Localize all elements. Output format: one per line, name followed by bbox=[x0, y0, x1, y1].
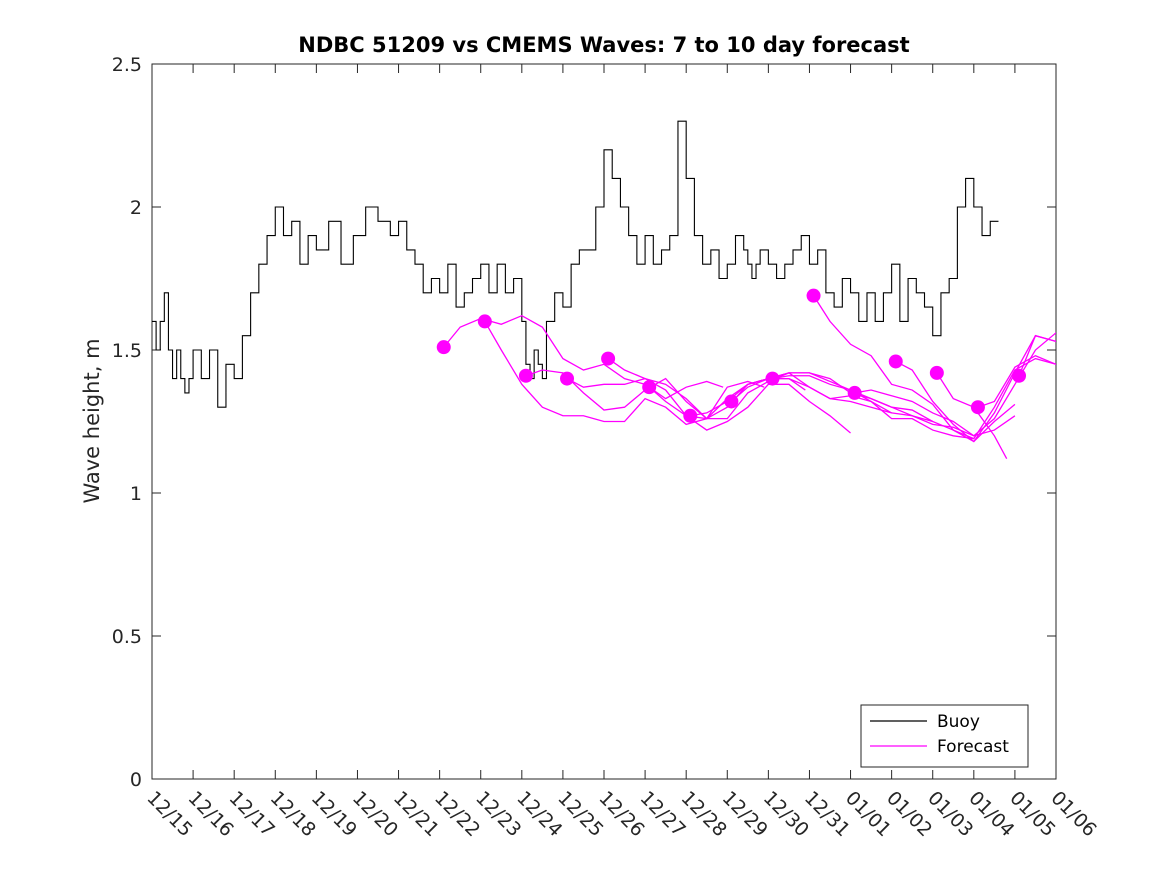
forecast-line bbox=[895, 360, 1016, 443]
forecast-marker bbox=[477, 314, 492, 329]
forecast-marker bbox=[642, 380, 657, 395]
forecast-marker bbox=[1012, 368, 1027, 383]
forecast-marker bbox=[518, 368, 533, 383]
forecast-marker bbox=[888, 354, 903, 369]
legend-buoy-label: Buoy bbox=[937, 712, 980, 732]
forecast-line bbox=[1018, 334, 1056, 376]
forecast-line bbox=[772, 357, 1056, 440]
forecast-marker bbox=[601, 351, 616, 366]
legend-box bbox=[860, 704, 1029, 768]
forecast-marker bbox=[806, 288, 821, 303]
forecast-marker bbox=[970, 400, 985, 415]
forecast-marker bbox=[847, 385, 862, 400]
y-tick-label: 0 bbox=[130, 769, 142, 791]
y-tick-label: 2.5 bbox=[112, 54, 142, 76]
forecast-marker bbox=[765, 371, 780, 386]
forecast-marker bbox=[436, 340, 451, 355]
legend-forecast-label: Forecast bbox=[937, 737, 1009, 757]
y-tick-label: 1 bbox=[130, 483, 142, 505]
forecast-marker bbox=[929, 365, 944, 380]
forecast-line bbox=[566, 377, 851, 434]
legend: Buoy Forecast bbox=[860, 704, 1029, 768]
chart-title: NDBC 51209 vs CMEMS Waves: 7 to 10 day f… bbox=[298, 33, 909, 57]
forecast-marker bbox=[683, 408, 698, 423]
forecast-marker bbox=[560, 371, 575, 386]
y-tick-label: 2 bbox=[130, 197, 142, 219]
y-axis-label: Wave height, m bbox=[80, 338, 104, 503]
y-tick-label: 0.5 bbox=[112, 626, 142, 648]
forecast-marker bbox=[724, 394, 739, 409]
buoy-line bbox=[152, 120, 999, 408]
forecast-line bbox=[484, 321, 765, 426]
forecast-line bbox=[607, 358, 892, 420]
forecast-line bbox=[977, 354, 1056, 408]
y-tick-label: 1.5 bbox=[112, 340, 142, 362]
